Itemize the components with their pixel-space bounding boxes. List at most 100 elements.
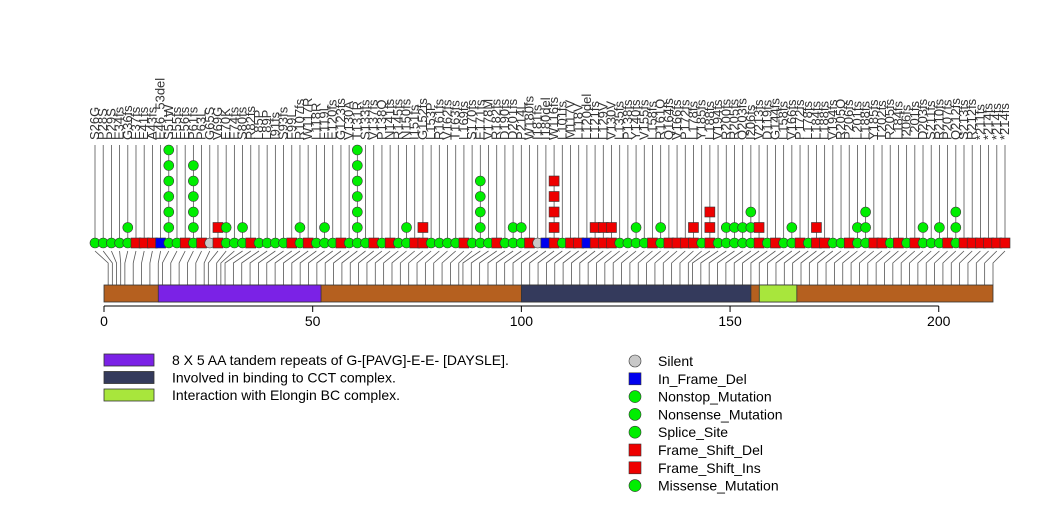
mutation-label: *211fs [972,104,987,140]
mutation-connector [750,250,768,285]
x-tick-label: 150 [718,313,742,329]
domain-legend-swatch [103,371,155,384]
mutation-connector [203,250,211,285]
protein-track [103,284,994,303]
mutation-label: L169fs [456,100,471,140]
mutation-connector [546,250,563,285]
mutation-label: I151fs [407,104,422,140]
mutation-connector [925,250,940,285]
mutation-connector [679,250,694,285]
mutation-label: R182fs [489,98,504,140]
mutation-label: R205Q [833,99,848,140]
mutation-label: P63L [194,110,209,140]
mutation-label: Y185fs [694,99,709,140]
mutation-marker [704,222,716,233]
mutation-connector [141,250,145,285]
mutation-label: D201fs [505,98,520,140]
x-tick-label: 50 [305,313,321,329]
type-legend-label: Silent [658,353,693,369]
mutation-connector [207,250,219,285]
mutation-marker [352,160,363,171]
mutation-marker [630,222,642,233]
mutation-connector [216,250,227,285]
mutation-connector [529,250,547,285]
mutation-label: V130V [603,101,618,140]
x-tick-label: 100 [510,313,534,329]
mutation-connector [358,250,374,285]
mutation-marker [122,222,134,233]
mutation-label: Q164fs [661,98,676,140]
mutation-label: E74fs [226,106,241,140]
mutation-label: T163fs [448,100,463,140]
mutation-label: A43fs [144,106,159,140]
mutation-marker [950,206,962,218]
mutation-label: V69G [210,107,225,140]
mutation-label: P138fs [620,99,635,140]
mutation-label: D190fs [497,98,512,140]
mutation-label: I206fs [743,104,758,140]
mutation-connector [587,250,604,285]
mutation-marker [811,222,822,233]
mutation-marker [475,222,486,233]
mutation-marker [352,175,363,187]
mutation-label: L129V [595,102,610,140]
mutation-connector [900,250,916,285]
mutation-label: L153P [423,102,438,140]
domain-legend-label: 8 X 5 AA tandem repeats of G-[PAVG]-E-E-… [172,352,509,368]
mutation-connector [579,250,596,285]
mutation-connector [842,250,858,285]
mutation-connector [178,250,186,285]
mutation-connector [450,250,465,285]
mutation-connector [783,250,801,285]
mutation-label: E41fs [136,106,151,140]
mutation-connector [917,250,932,285]
type-legend-swatch [628,408,642,421]
mutation-label: S26G [87,107,102,140]
domain-legend-label: Interaction with Elongin BC complex. [172,387,400,403]
mutation-marker [786,222,798,233]
mutation-connector [775,250,793,285]
mutation-label: V194fs [825,99,840,140]
mutation-label: E34fs [112,106,127,140]
mutation-marker [352,206,363,218]
mutation-connector [249,250,268,285]
mutation-type-legend: Silent In_Frame_Del Nonstop_MutationNonsen… [628,353,783,494]
mutation-marker [163,175,175,187]
mutation-connector [942,250,957,285]
mutation-label: I181fs [530,104,545,140]
mutation-label: G65S [202,106,217,140]
mutation-connector [462,250,481,285]
mutation-label: V178M [481,99,496,140]
mutation-label: P28S [95,108,110,140]
mutation-label: P206fs [841,99,856,140]
mutation-label: P138Q [374,100,389,140]
mutation-connector [132,250,137,285]
type-legend-swatch [628,479,642,492]
mutation-connector [487,250,506,285]
mutation-connector [195,250,202,285]
mutation-connector [124,250,129,285]
mutation-connector [833,250,850,285]
mutation-label: *214fs [997,103,1012,140]
mutation-connector [399,250,415,285]
mutation-connector [374,250,391,285]
mutation-connector [875,250,891,285]
mutation-connector [170,250,178,285]
mutation-label: P172fs [677,99,692,140]
mutation-connector [433,250,448,285]
type-legend-label: Nonstop_Mutation [658,389,772,405]
mutation-label: E120fs [325,99,340,140]
mutation-label: Y185fs [866,99,881,140]
mutation-connector [119,250,122,285]
mutation-labels: S26GP28SP29SE34fsG36fsE37fsE41fsA43fsE46… [87,78,1012,140]
mutation-connector [266,250,284,285]
mutation-label: L201fs [907,100,922,140]
mutation-connector [884,250,899,285]
mutation-label: Q212fs [948,98,963,140]
mutation-label: L158fs [776,100,791,140]
mutation-label: R161Q [653,99,668,140]
mutation-connector [950,250,965,285]
mutation-label: S80fs [235,106,250,140]
mutation-connector [758,250,776,285]
mutation-marker [475,206,486,218]
